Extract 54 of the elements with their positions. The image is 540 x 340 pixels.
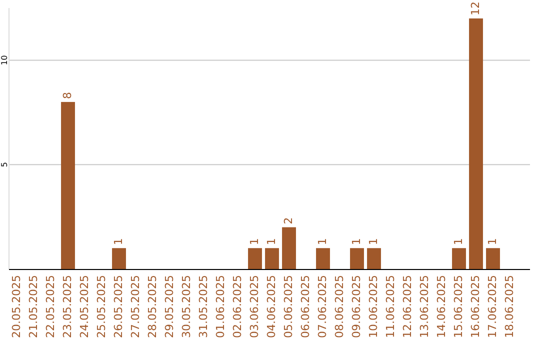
x-tick-label: 10.06.2025 [367,275,380,338]
x-tick-label: 29.05.2025 [163,275,176,338]
x-tick-label: 23.05.2025 [61,275,74,338]
x-tick-label: 18.06.2025 [503,275,516,338]
data-label: 1 [248,238,262,246]
y-tick-label: 10 [0,55,10,66]
x-tick-label: 12.06.2025 [401,275,414,338]
data-label: 2 [282,217,296,224]
y-tick-label: 5 [0,162,10,168]
bar [248,248,262,269]
x-tick-label: 07.06.2025 [316,275,330,338]
bar [112,248,126,269]
data-label: 1 [316,238,330,246]
data-label: 8 [61,92,74,99]
bar [265,248,279,269]
x-tick-label: 27.05.2025 [129,275,142,338]
data-label: 1 [367,238,380,246]
data-label: 1 [486,238,500,246]
x-tick-label: 08.06.2025 [333,275,346,338]
bar [350,248,364,269]
x-tick-label: 09.06.2025 [350,275,364,338]
x-tick-label: 05.06.2025 [282,275,296,338]
bar [61,102,75,269]
x-tick-label: 24.05.2025 [78,275,92,338]
x-tick-label: 31.05.2025 [197,275,210,338]
bar [452,248,466,269]
x-tick-label: 25.05.2025 [95,275,108,338]
bar [316,248,330,269]
data-label: 1 [265,238,278,246]
x-tick-label: 26.05.2025 [112,275,126,338]
bar [486,248,500,269]
x-tick-label: 03.06.2025 [248,275,262,338]
x-tick-label: 17.06.2025 [486,275,500,338]
x-tick-label: 21.05.2025 [27,275,40,338]
x-tick-label: 15.06.2025 [452,275,466,338]
bar [282,227,296,269]
x-tick-label: 20.05.2025 [10,275,24,338]
x-tick-label: 13.06.2025 [418,275,432,338]
bar [367,248,381,269]
x-tick-label: 28.05.2025 [146,275,160,338]
x-tick-label: 01.06.2025 [214,275,228,338]
data-label: 1 [452,238,466,246]
data-label: 1 [112,238,126,246]
x-tick-label: 02.06.2025 [231,275,244,338]
x-tick-label: 06.06.2025 [299,275,312,338]
x-tick-label: 16.06.2025 [469,275,482,338]
x-tick-label: 30.05.2025 [180,275,194,338]
x-tick-label: 11.06.2025 [384,275,398,338]
x-tick-label: 04.06.2025 [265,275,278,338]
data-label: 12 [469,1,482,16]
bar [469,18,483,269]
data-label: 1 [350,238,364,246]
x-tick-label: 14.06.2025 [435,275,448,338]
x-tick-label: 22.05.2025 [44,275,58,338]
